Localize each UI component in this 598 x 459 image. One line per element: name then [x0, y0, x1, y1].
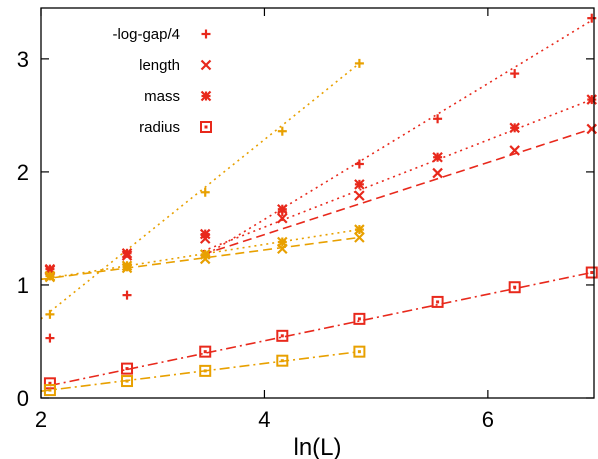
data-point-star: [354, 224, 365, 235]
fit-line: [202, 128, 593, 256]
data-point-star: [277, 236, 288, 248]
data-point-square: [43, 384, 56, 397]
data-point-square: [508, 281, 521, 294]
legend-label: -log-gap/4: [112, 26, 180, 43]
legend-marker-square: [200, 121, 212, 133]
data-point-square: [276, 329, 289, 342]
data-point-cross: [354, 232, 365, 243]
data-point-plus: [354, 159, 364, 169]
data-point-star: [586, 94, 598, 105]
y-tick-label: 0: [17, 386, 29, 411]
legend-marker-plus: [201, 29, 211, 39]
data-point-plus: [122, 290, 132, 300]
data-point-square: [431, 295, 444, 308]
data-point-cross: [277, 212, 288, 224]
data-point-cross: [509, 145, 520, 156]
data-point-plus: [433, 114, 443, 124]
legend-label: radius: [139, 119, 180, 136]
legend: -log-gap/4 length mass radius: [112, 26, 212, 136]
legend-marker-star: [200, 90, 212, 102]
y-tick-label: 1: [17, 273, 29, 298]
x-tick-label: 2: [35, 407, 47, 432]
fit-line: [40, 62, 360, 320]
data-point-plus: [510, 69, 520, 79]
fit-lines: [40, 19, 593, 393]
data-point-star: [199, 249, 211, 260]
legend-marker-cross: [200, 59, 212, 71]
legend-label: length: [139, 57, 180, 74]
data-point-plus: [45, 309, 55, 319]
y-tick-label: 3: [17, 47, 29, 72]
data-point-cross: [354, 190, 365, 201]
x-tick-label: 6: [482, 407, 494, 432]
fit-line: [202, 19, 593, 258]
data-point-square: [353, 345, 366, 358]
data-point-cross: [586, 123, 598, 135]
data-point-square: [199, 345, 212, 358]
data-point-square: [585, 266, 598, 279]
data-point-star: [354, 179, 365, 190]
data-point-star: [277, 203, 288, 215]
data-point-plus: [200, 187, 210, 197]
axis-ticks: 2 4 6 0 1 2 3: [17, 8, 594, 432]
data-point-square: [43, 377, 56, 390]
data-point-plus: [354, 58, 364, 68]
data-point-star: [44, 270, 56, 282]
x-axis-label: ln(L): [293, 434, 341, 459]
data-point-plus: [587, 13, 597, 23]
data-point-square: [199, 364, 212, 377]
data-point-star: [121, 248, 133, 259]
x-tick-label: 4: [258, 407, 270, 432]
y-tick-label: 2: [17, 160, 29, 185]
data-point-star: [432, 151, 443, 163]
data-point-square: [353, 312, 366, 325]
fit-line: [49, 271, 592, 387]
data-point-plus: [277, 126, 287, 136]
data-point-square: [121, 375, 134, 388]
data-point-star: [199, 228, 211, 240]
data-point-square: [121, 362, 134, 375]
legend-label: mass: [144, 88, 180, 105]
fit-line: [202, 98, 593, 252]
data-point-plus: [45, 333, 55, 343]
data-point-star: [509, 122, 520, 134]
data-point-star: [121, 260, 133, 272]
plot-frame: [40, 7, 595, 399]
data-points: [43, 13, 598, 397]
data-point-square: [276, 354, 289, 367]
data-point-cross: [432, 167, 443, 179]
fit-line: [40, 228, 360, 281]
